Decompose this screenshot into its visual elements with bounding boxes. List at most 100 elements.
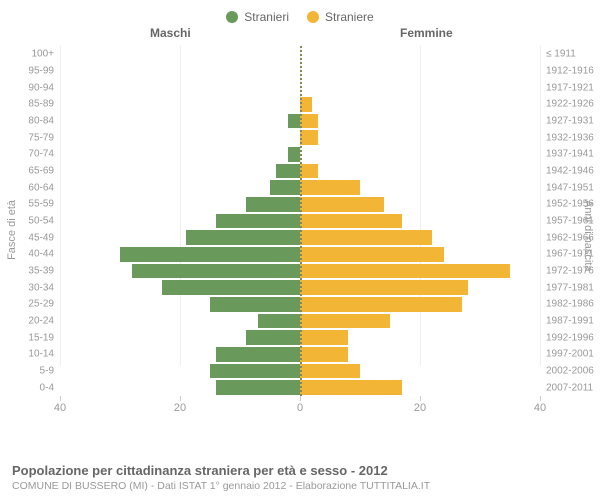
age-label: 0-4: [40, 382, 60, 393]
x-tick-mark: [540, 396, 541, 401]
bar-female: [300, 297, 462, 312]
bar-male: [216, 347, 300, 362]
birth-year-label: 1982-1986: [540, 299, 594, 310]
bar-male: [270, 180, 300, 195]
bar-female: [300, 330, 348, 345]
bar-male: [186, 230, 300, 245]
birth-year-label: 2002-2006: [540, 365, 594, 376]
birth-year-label: 1942-1946: [540, 165, 594, 176]
bar-male: [288, 114, 300, 129]
birth-year-label: 1932-1936: [540, 132, 594, 143]
header-male: Maschi: [150, 26, 191, 40]
bar-male: [132, 264, 300, 279]
bar-female: [300, 180, 360, 195]
birth-year-label: 1992-1996: [540, 332, 594, 343]
bar-female: [300, 114, 318, 129]
age-label: 70-74: [28, 149, 60, 160]
legend-item-female: Straniere: [307, 10, 374, 24]
age-label: 100+: [31, 49, 60, 60]
age-label: 90-94: [28, 82, 60, 93]
bar-female: [300, 347, 348, 362]
bar-male: [210, 297, 300, 312]
x-tick-mark: [420, 396, 421, 401]
birth-year-label: 1937-1941: [540, 149, 594, 160]
bar-female: [300, 230, 432, 245]
birth-year-label: ≤ 1911: [540, 49, 576, 60]
age-label: 40-44: [28, 249, 60, 260]
bar-male: [258, 314, 300, 329]
legend-label-female: Straniere: [325, 10, 374, 24]
bar-female: [300, 280, 468, 295]
birth-year-label: 1927-1931: [540, 115, 594, 126]
x-axis: 402002040: [60, 396, 540, 426]
age-label: 25-29: [28, 299, 60, 310]
bar-female: [300, 314, 390, 329]
x-tick-label: 0: [297, 402, 303, 414]
bar-male: [246, 197, 300, 212]
birth-year-label: 1912-1916: [540, 65, 594, 76]
x-tick-label: 20: [414, 402, 426, 414]
bar-male: [288, 147, 300, 162]
bar-female: [300, 197, 384, 212]
bar-male: [216, 214, 300, 229]
chart-title: Popolazione per cittadinanza straniera p…: [12, 463, 588, 478]
bar-male: [210, 364, 300, 379]
bar-female: [300, 380, 402, 395]
birth-year-label: 1967-1971: [540, 249, 594, 260]
legend-swatch-male: [226, 11, 238, 23]
legend-item-male: Stranieri: [226, 10, 289, 24]
age-label: 30-34: [28, 282, 60, 293]
birth-year-label: 1947-1951: [540, 182, 594, 193]
bar-female: [300, 130, 318, 145]
pyramid-chart: 100+≤ 191195-991912-191690-941917-192185…: [60, 46, 540, 426]
birth-year-label: 1952-1956: [540, 199, 594, 210]
bar-female: [300, 247, 444, 262]
bar-male: [246, 330, 300, 345]
age-label: 35-39: [28, 265, 60, 276]
legend: Stranieri Straniere: [0, 0, 600, 24]
age-label: 95-99: [28, 65, 60, 76]
age-label: 65-69: [28, 165, 60, 176]
bar-male: [276, 164, 300, 179]
center-divider: [300, 46, 302, 396]
header-female: Femmine: [400, 26, 453, 40]
birth-year-label: 1972-1976: [540, 265, 594, 276]
birth-year-label: 1922-1926: [540, 99, 594, 110]
x-tick-mark: [300, 396, 301, 401]
bar-female: [300, 164, 318, 179]
age-label: 55-59: [28, 199, 60, 210]
chart-footer: Popolazione per cittadinanza straniera p…: [12, 463, 588, 492]
legend-swatch-female: [307, 11, 319, 23]
birth-year-label: 1977-1981: [540, 282, 594, 293]
age-label: 85-89: [28, 99, 60, 110]
x-tick-label: 40: [534, 402, 546, 414]
bar-female: [300, 214, 402, 229]
birth-year-label: 1957-1961: [540, 215, 594, 226]
column-headers: Maschi Femmine: [0, 26, 600, 46]
age-label: 60-64: [28, 182, 60, 193]
birth-year-label: 1962-1966: [540, 232, 594, 243]
birth-year-label: 2007-2011: [540, 382, 593, 393]
birth-year-label: 1917-1921: [540, 82, 594, 93]
y-axis-title-left: Fasce di età: [6, 200, 18, 260]
bar-male: [216, 380, 300, 395]
bar-female: [300, 264, 510, 279]
x-tick-mark: [180, 396, 181, 401]
birth-year-label: 1997-2001: [540, 349, 594, 360]
age-label: 20-24: [28, 315, 60, 326]
x-tick-label: 40: [54, 402, 66, 414]
age-label: 5-9: [40, 365, 60, 376]
bar-male: [120, 247, 300, 262]
bar-female: [300, 364, 360, 379]
bar-male: [162, 280, 300, 295]
age-label: 15-19: [28, 332, 60, 343]
age-label: 80-84: [28, 115, 60, 126]
chart-subtitle: COMUNE DI BUSSERO (MI) - Dati ISTAT 1° g…: [12, 480, 588, 492]
legend-label-male: Stranieri: [244, 10, 289, 24]
birth-year-label: 1987-1991: [540, 315, 594, 326]
age-label: 10-14: [28, 349, 60, 360]
age-label: 75-79: [28, 132, 60, 143]
x-tick-label: 20: [174, 402, 186, 414]
x-tick-mark: [60, 396, 61, 401]
age-label: 45-49: [28, 232, 60, 243]
